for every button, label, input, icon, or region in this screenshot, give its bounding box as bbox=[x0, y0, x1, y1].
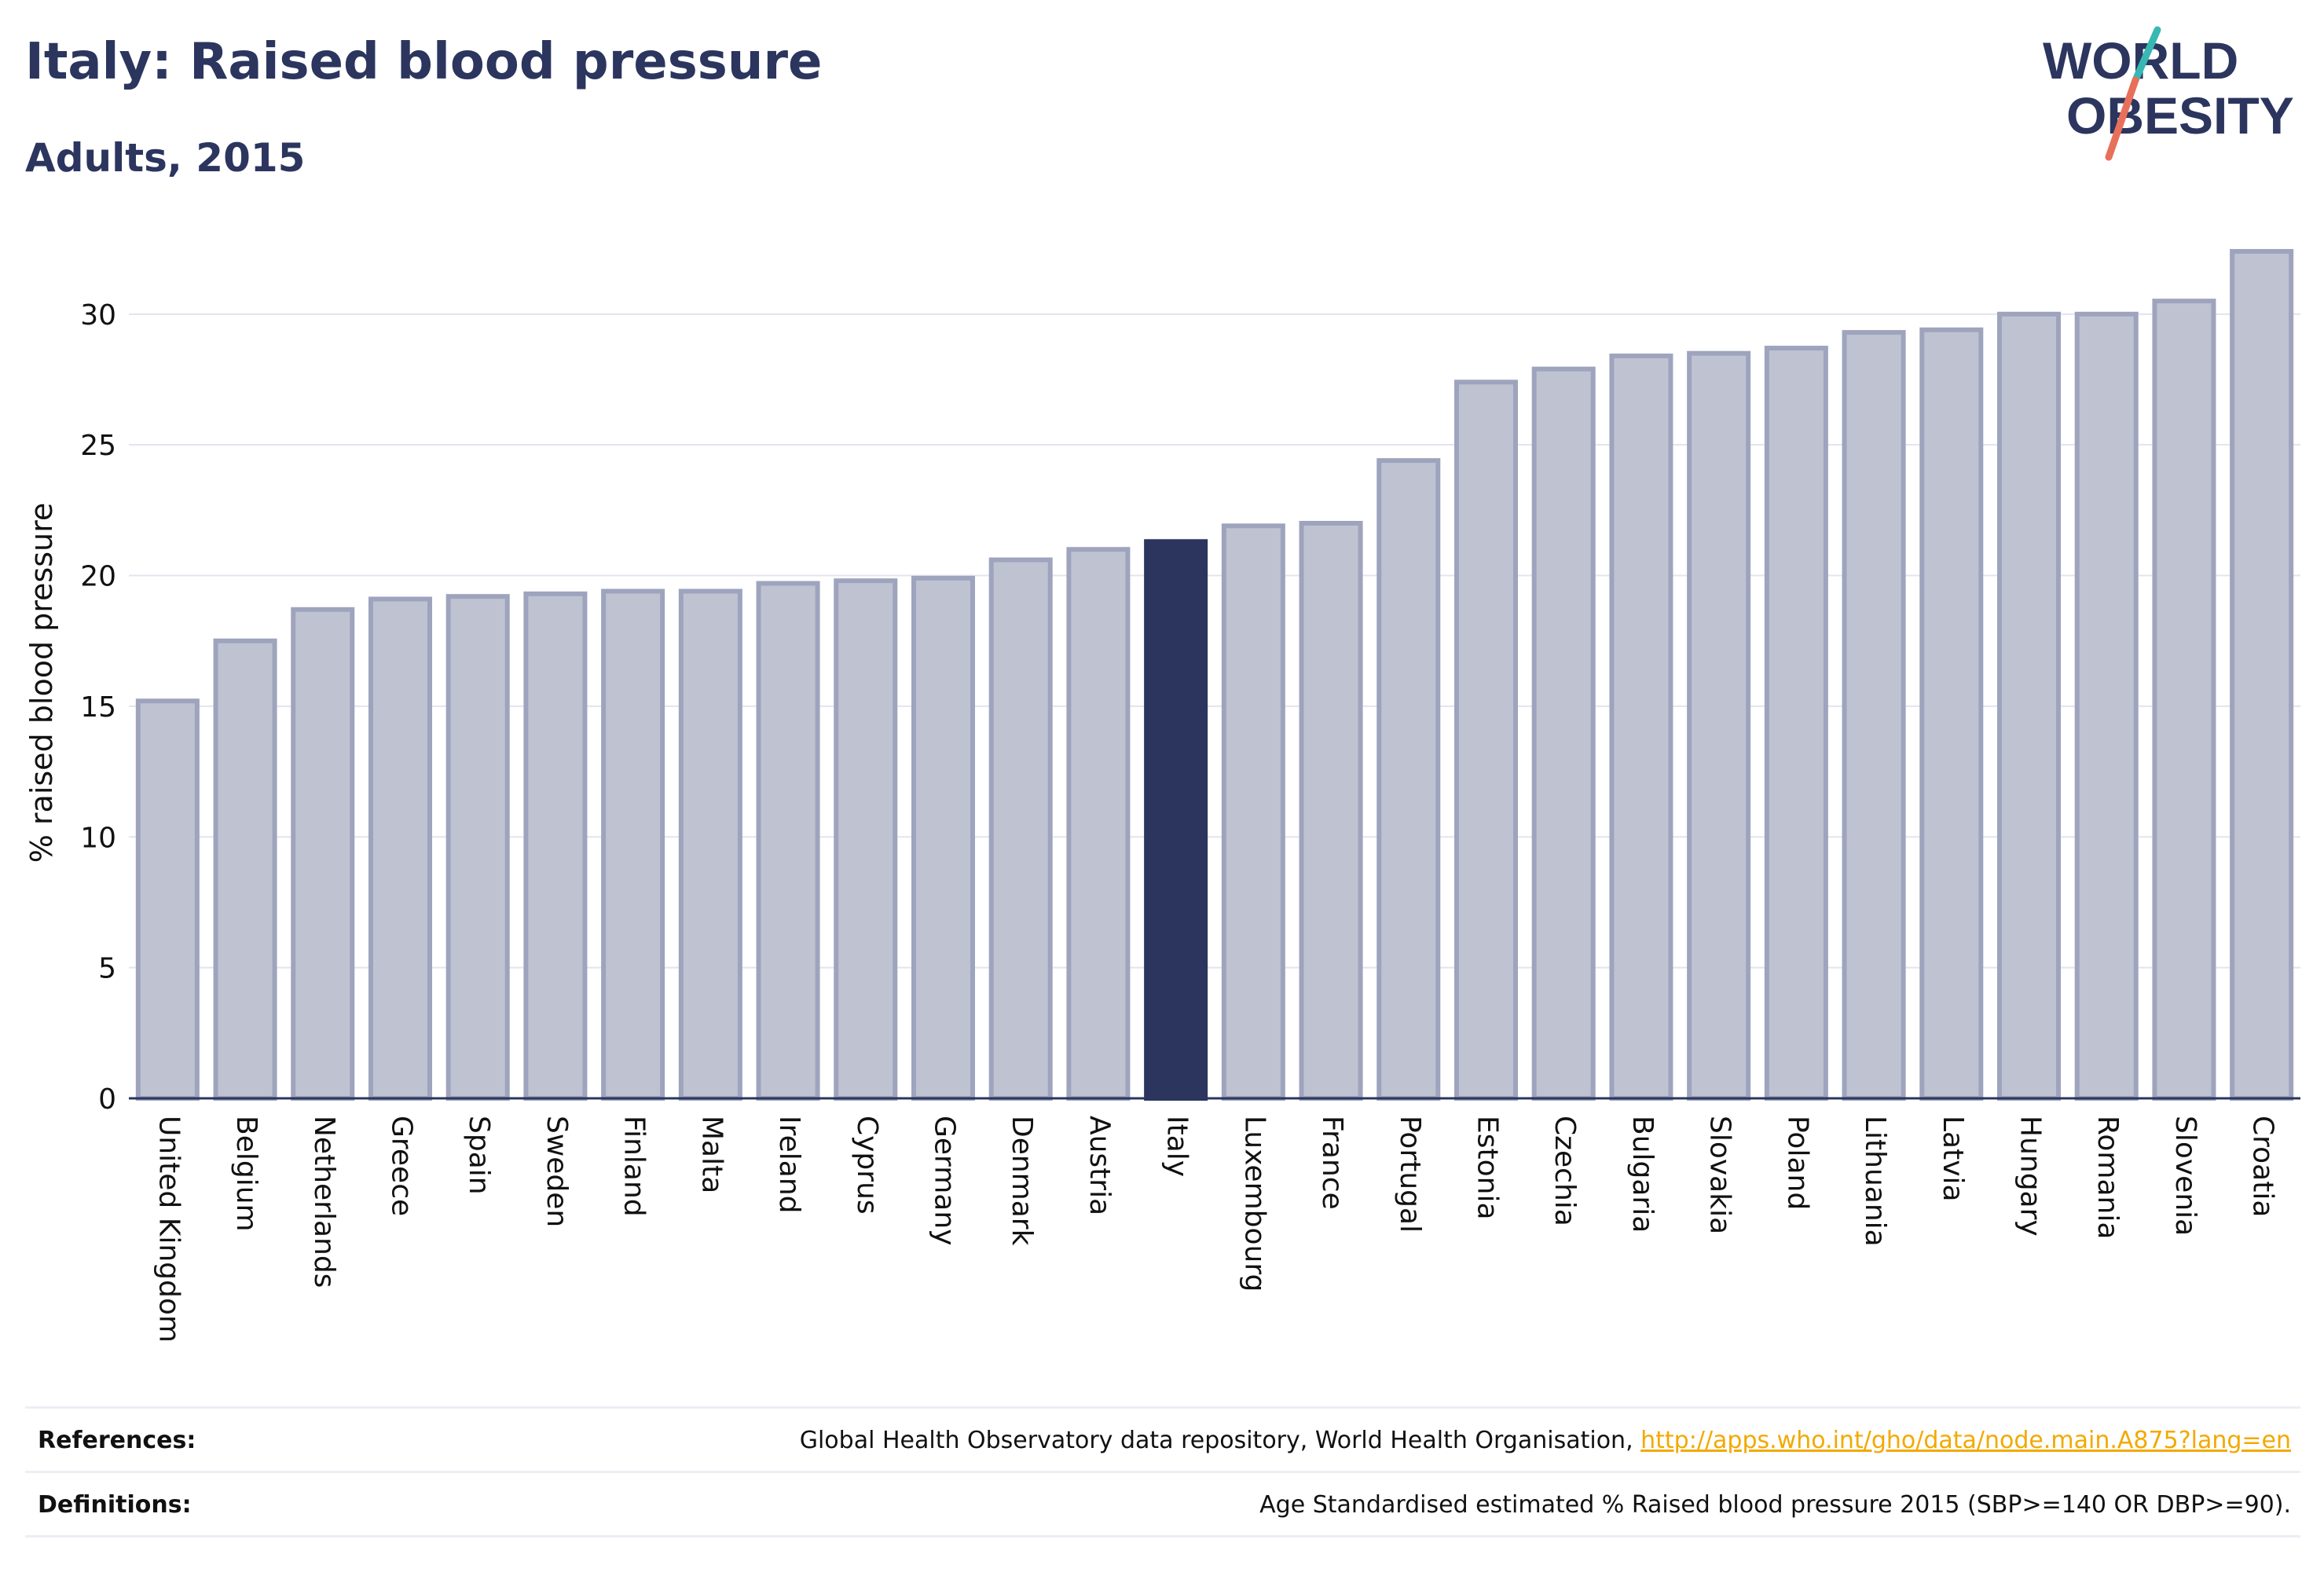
x-tick-label: Italy bbox=[1161, 1116, 1193, 1177]
x-tick-label: United Kingdom bbox=[152, 1116, 185, 1343]
bar-denmark bbox=[988, 557, 1053, 1101]
bar-bulgaria bbox=[1609, 354, 1673, 1101]
x-tick-label: Belgium bbox=[230, 1116, 262, 1232]
x-tick-label: Portugal bbox=[1394, 1116, 1426, 1233]
bar-latvia bbox=[1919, 327, 1984, 1101]
bar-slovakia bbox=[1687, 350, 1751, 1101]
y-tick-label: 0 bbox=[98, 1083, 116, 1116]
x-tick-label: Lithuania bbox=[1859, 1116, 1891, 1247]
bar-hungary bbox=[1996, 311, 2062, 1101]
bar-croatia bbox=[2230, 248, 2294, 1101]
x-tick-label: Germany bbox=[929, 1116, 961, 1245]
references-link[interactable]: http://apps.who.int/gho/data/node.main.A… bbox=[1640, 1427, 2291, 1454]
x-tick-label: Hungary bbox=[2014, 1116, 2047, 1237]
x-tick-label: Finland bbox=[618, 1116, 651, 1217]
chart-title: Italy: Raised blood pressure bbox=[25, 33, 823, 91]
x-tick-label: Slovenia bbox=[2169, 1116, 2201, 1236]
x-tick-label: Cyprus bbox=[851, 1116, 883, 1215]
x-tick-label: Malta bbox=[695, 1116, 728, 1193]
x-tick-labels: United Kingdom Belgium Netherlands Greece Sp… bbox=[152, 1116, 2278, 1343]
bar-sweden bbox=[523, 591, 588, 1101]
y-tick-label: 20 bbox=[80, 561, 116, 593]
x-tick-label: Luxembourg bbox=[1238, 1116, 1270, 1292]
footer-divider-bottom bbox=[25, 1535, 2300, 1538]
bar-romania bbox=[2074, 311, 2139, 1101]
x-tick-label: Romania bbox=[2091, 1116, 2124, 1239]
x-tick-label: France bbox=[1316, 1116, 1348, 1210]
bar-ireland bbox=[756, 581, 820, 1101]
y-tick-label: 25 bbox=[80, 430, 116, 462]
definitions-label: Definitions: bbox=[38, 1491, 192, 1519]
bar-belgium bbox=[213, 638, 277, 1101]
x-tick-label: Austria bbox=[1083, 1116, 1116, 1215]
footer-divider-top bbox=[25, 1406, 2300, 1409]
x-tick-label: Sweden bbox=[541, 1116, 573, 1227]
bar-malta bbox=[678, 588, 742, 1101]
y-tick-label: 10 bbox=[80, 822, 116, 854]
bar-austria bbox=[1066, 547, 1131, 1101]
bar-netherlands bbox=[291, 607, 355, 1101]
x-tick-label: Ireland bbox=[773, 1116, 805, 1214]
bar-greece bbox=[368, 596, 433, 1101]
bar-portugal bbox=[1376, 458, 1441, 1101]
y-axis-label: % raised blood pressure bbox=[24, 503, 59, 863]
x-tick-label: Croatia bbox=[2247, 1116, 2279, 1217]
bar-slovenia bbox=[2152, 299, 2216, 1101]
x-tick-label: Latvia bbox=[1937, 1116, 1969, 1202]
x-tick-label: Denmark bbox=[1006, 1116, 1038, 1246]
bar-germany bbox=[911, 575, 976, 1101]
bar-luxembourg bbox=[1221, 523, 1285, 1101]
bar-cyprus bbox=[834, 578, 898, 1101]
x-tick-label: Poland bbox=[1781, 1116, 1813, 1210]
bar-chart: 0 5 10 15 20 25 30 United Kingdom Belgium Nether… bbox=[24, 248, 2300, 1343]
logo-slash-bottom bbox=[2105, 76, 2139, 161]
y-tick-label: 30 bbox=[80, 299, 116, 332]
bar-france bbox=[1299, 521, 1363, 1101]
x-tick-label: Estonia bbox=[1472, 1116, 1504, 1220]
bar-lithuania bbox=[1842, 330, 1906, 1101]
references-source: Global Health Observatory data repositor… bbox=[799, 1427, 1641, 1454]
bar-finland bbox=[601, 588, 665, 1101]
x-tick-label: Bulgaria bbox=[1626, 1116, 1659, 1233]
bar-spain bbox=[445, 594, 510, 1101]
logo-slash-top bbox=[2132, 26, 2161, 84]
y-tick-label: 15 bbox=[80, 691, 116, 724]
y-tick-labels: 0 5 10 15 20 25 30 bbox=[80, 299, 116, 1116]
x-tick-label: Czechia bbox=[1549, 1116, 1581, 1226]
bar-poland bbox=[1764, 346, 1828, 1101]
x-tick-label: Spain bbox=[463, 1116, 495, 1195]
x-tick-label: Greece bbox=[386, 1116, 418, 1216]
y-tick-label: 5 bbox=[98, 953, 116, 985]
bar-estonia bbox=[1453, 379, 1519, 1101]
bar-united-kingdom bbox=[135, 698, 200, 1101]
chart-subtitle: Adults, 2015 bbox=[25, 135, 306, 181]
references-text: Global Health Observatory data repositor… bbox=[800, 1427, 2291, 1454]
footer-divider-middle bbox=[25, 1471, 2300, 1473]
world-obesity-logo: WORLD OBESITY bbox=[2043, 26, 2294, 161]
x-tick-label: Slovakia bbox=[1704, 1116, 1736, 1234]
bars bbox=[135, 248, 2294, 1101]
x-tick-label: Netherlands bbox=[308, 1116, 340, 1288]
bar-italy bbox=[1144, 539, 1208, 1101]
logo-text-obesity: OBESITY bbox=[2066, 86, 2294, 145]
definitions-text: Age Standardised estimated % Raised bloo… bbox=[1259, 1491, 2291, 1519]
bar-czechia bbox=[1531, 366, 1596, 1101]
references-label: References: bbox=[38, 1427, 196, 1454]
